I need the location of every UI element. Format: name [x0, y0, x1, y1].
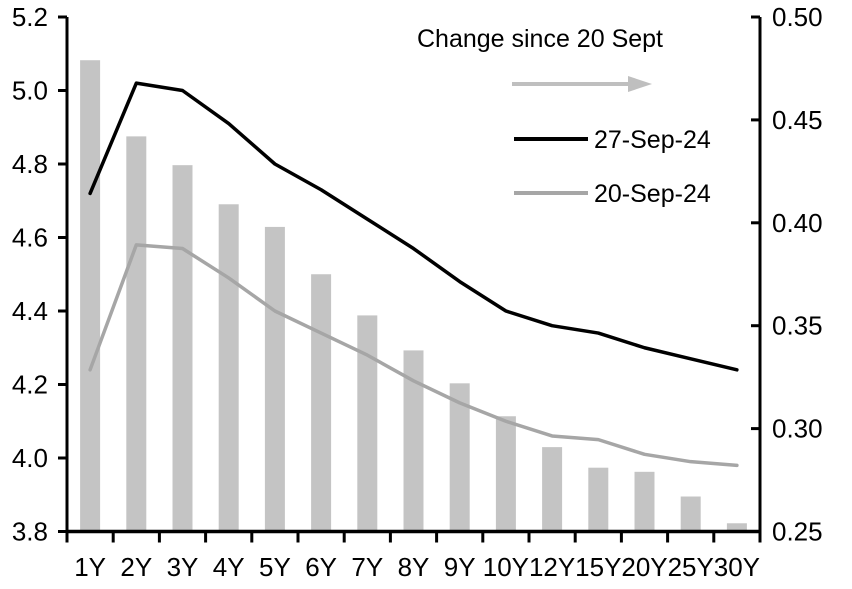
bar-10Y [495, 416, 516, 532]
bar-20Y [634, 471, 655, 532]
bar-15Y [588, 467, 609, 532]
right-axis-label-0.30: 0.30 [772, 414, 823, 444]
x-axis-label-12Y: 12Y [529, 552, 575, 582]
bar-2Y [126, 136, 147, 532]
bar-4Y [218, 204, 239, 532]
x-axis-label-10Y: 10Y [483, 552, 529, 582]
left-axis-label-4.8: 4.8 [12, 149, 48, 179]
bar-3Y [172, 165, 193, 532]
right-axis-label-0.25: 0.25 [772, 517, 823, 547]
x-axis-label-1Y: 1Y [74, 552, 106, 582]
legend-arrow-icon [628, 76, 652, 92]
bar-8Y [403, 350, 424, 532]
x-axis-label-2Y: 2Y [120, 552, 152, 582]
bar-12Y [542, 447, 563, 532]
x-axis-label-20Y: 20Y [621, 552, 667, 582]
legend-title: Change since 20 Sept [417, 25, 663, 53]
right-axis-label-0.50: 0.50 [772, 2, 823, 32]
bar-1Y [80, 60, 101, 532]
right-axis-label-0.35: 0.35 [772, 311, 823, 341]
left-axis-label-3.8: 3.8 [12, 517, 48, 547]
bar-9Y [449, 383, 470, 532]
bar-25Y [680, 496, 701, 532]
bar-6Y [311, 274, 332, 532]
left-axis-label-4.4: 4.4 [12, 296, 48, 326]
left-axis-label-5.0: 5.0 [12, 76, 48, 106]
x-axis-label-15Y: 15Y [575, 552, 621, 582]
x-axis-label-3Y: 3Y [167, 552, 199, 582]
x-axis-label-6Y: 6Y [305, 552, 337, 582]
x-axis-label-7Y: 7Y [351, 552, 383, 582]
bar-5Y [264, 226, 285, 532]
right-axis-label-0.40: 0.40 [772, 208, 823, 238]
series-line-20-Sep-24 [88, 243, 739, 468]
bar-7Y [357, 315, 378, 532]
x-axis-label-9Y: 9Y [444, 552, 476, 582]
left-axis-label-5.2: 5.2 [12, 2, 48, 32]
left-axis-label-4.2: 4.2 [12, 370, 48, 400]
x-axis-label-4Y: 4Y [213, 552, 245, 582]
bar-30Y [726, 523, 747, 532]
x-axis-label-30Y: 30Y [714, 552, 760, 582]
series-line-27-Sep-24 [88, 81, 739, 372]
x-axis-label-8Y: 8Y [398, 552, 430, 582]
legend-entry-20-Sep-24: 20-Sep-24 [594, 180, 711, 208]
left-axis-label-4.0: 4.0 [12, 443, 48, 473]
x-axis-label-25Y: 25Y [668, 552, 714, 582]
legend-entry-27-Sep-24: 27-Sep-24 [594, 126, 711, 154]
x-axis-label-5Y: 5Y [259, 552, 291, 582]
left-axis-label-4.6: 4.6 [12, 223, 48, 253]
right-axis-label-0.45: 0.45 [772, 105, 823, 135]
